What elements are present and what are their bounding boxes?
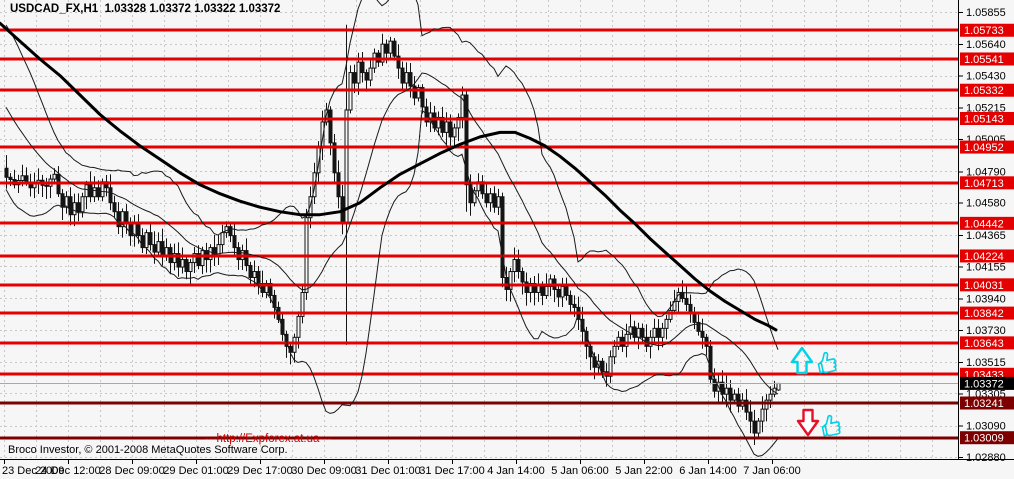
price-level-label-bg bbox=[960, 278, 1014, 292]
price-level-label-bg bbox=[960, 216, 1014, 230]
price-level-label-bg bbox=[960, 23, 1014, 37]
moving-average-thick-line bbox=[0, 21, 778, 332]
time-axis-label: 30 Dec 09:00 bbox=[291, 465, 356, 477]
price-level-label-bg bbox=[960, 52, 1014, 66]
price-level-label: 1.04713 bbox=[964, 178, 1004, 190]
bollinger-lower-line bbox=[5, 109, 779, 457]
price-level-label: 1.05541 bbox=[964, 54, 1004, 66]
time-axis-label: 4 Jan 14:00 bbox=[487, 465, 545, 477]
time-axis-label: 7 Jan 06:00 bbox=[743, 465, 801, 477]
price-axis[interactable]: 1.058551.056401.054301.052151.050051.047… bbox=[958, 7, 1014, 464]
price-axis-label: 1.03940 bbox=[966, 293, 1006, 305]
thumb-up-icon[interactable] bbox=[820, 414, 841, 437]
time-axis-label: 24 Dec 12:00 bbox=[35, 465, 100, 477]
time-axis-label: 31 Dec 17:00 bbox=[419, 465, 484, 477]
price-level-label-bg bbox=[960, 306, 1014, 320]
price-level-label-bg bbox=[960, 336, 1014, 350]
time-axis-label: 23 Dec 2009 bbox=[2, 465, 64, 477]
price-level-label: 1.03241 bbox=[964, 398, 1004, 410]
time-axis-label: 31 Dec 01:00 bbox=[355, 465, 420, 477]
bollinger-upper-line bbox=[5, 0, 779, 350]
price-axis-label: 1.04580 bbox=[966, 198, 1006, 210]
price-axis-label: 1.03515 bbox=[966, 357, 1006, 369]
price-level-label: 1.04442 bbox=[964, 218, 1004, 230]
price-level-label-bg bbox=[960, 112, 1014, 126]
price-axis-label: 1.04365 bbox=[966, 230, 1006, 242]
price-level-label-bg bbox=[960, 83, 1014, 97]
time-axis-label: 29 Dec 17:00 bbox=[227, 465, 292, 477]
price-level-label-bg bbox=[960, 140, 1014, 154]
price-axis-label: 1.05215 bbox=[966, 103, 1006, 115]
time-axis-label: 28 Dec 09:00 bbox=[99, 465, 164, 477]
candles-layer bbox=[4, 24, 781, 446]
arrow-down-icon[interactable] bbox=[796, 408, 820, 437]
price-axis-label: 1.05855 bbox=[966, 7, 1006, 19]
price-level-label-bg bbox=[960, 396, 1014, 410]
price-level-label: 1.05733 bbox=[964, 25, 1004, 37]
chart-objects bbox=[790, 346, 841, 437]
time-axis-label: 5 Jan 22:00 bbox=[615, 465, 673, 477]
current-price-label-bg bbox=[960, 376, 1014, 390]
price-axis-label: 1.03730 bbox=[966, 325, 1006, 337]
price-level-label-bg bbox=[960, 431, 1014, 445]
bollinger-middle-line bbox=[5, 72, 779, 395]
price-level-label: 1.04031 bbox=[964, 280, 1004, 292]
price-axis-label: 1.05640 bbox=[966, 39, 1006, 51]
arrow-up-icon[interactable] bbox=[790, 346, 814, 375]
price-level-label-bg bbox=[960, 249, 1014, 263]
price-axis-label: 1.05430 bbox=[966, 71, 1006, 83]
price-level-label: 1.05143 bbox=[964, 114, 1004, 126]
price-level-label: 1.03643 bbox=[964, 338, 1004, 350]
price-level-label: 1.05332 bbox=[964, 85, 1004, 97]
price-level-label: 1.04224 bbox=[964, 251, 1004, 263]
time-axis-label: 6 Jan 14:00 bbox=[679, 465, 737, 477]
price-level-label: 1.04952 bbox=[964, 142, 1004, 154]
price-axis-label: 1.02880 bbox=[966, 452, 1006, 464]
price-level-label: 1.03842 bbox=[964, 308, 1004, 320]
time-axis-label: 29 Dec 01:00 bbox=[163, 465, 228, 477]
current-price-label: 1.03372 bbox=[964, 378, 1004, 390]
price-level-label: 1.03009 bbox=[964, 433, 1004, 445]
price-axis-label: 1.04155 bbox=[966, 261, 1006, 273]
price-level-label-bg bbox=[960, 176, 1014, 190]
thumb-up-icon[interactable] bbox=[816, 351, 837, 374]
price-axis-label: 1.03090 bbox=[966, 421, 1006, 433]
time-axis-label: 5 Jan 06:00 bbox=[551, 465, 609, 477]
price-axis-label: 1.04790 bbox=[966, 166, 1006, 178]
